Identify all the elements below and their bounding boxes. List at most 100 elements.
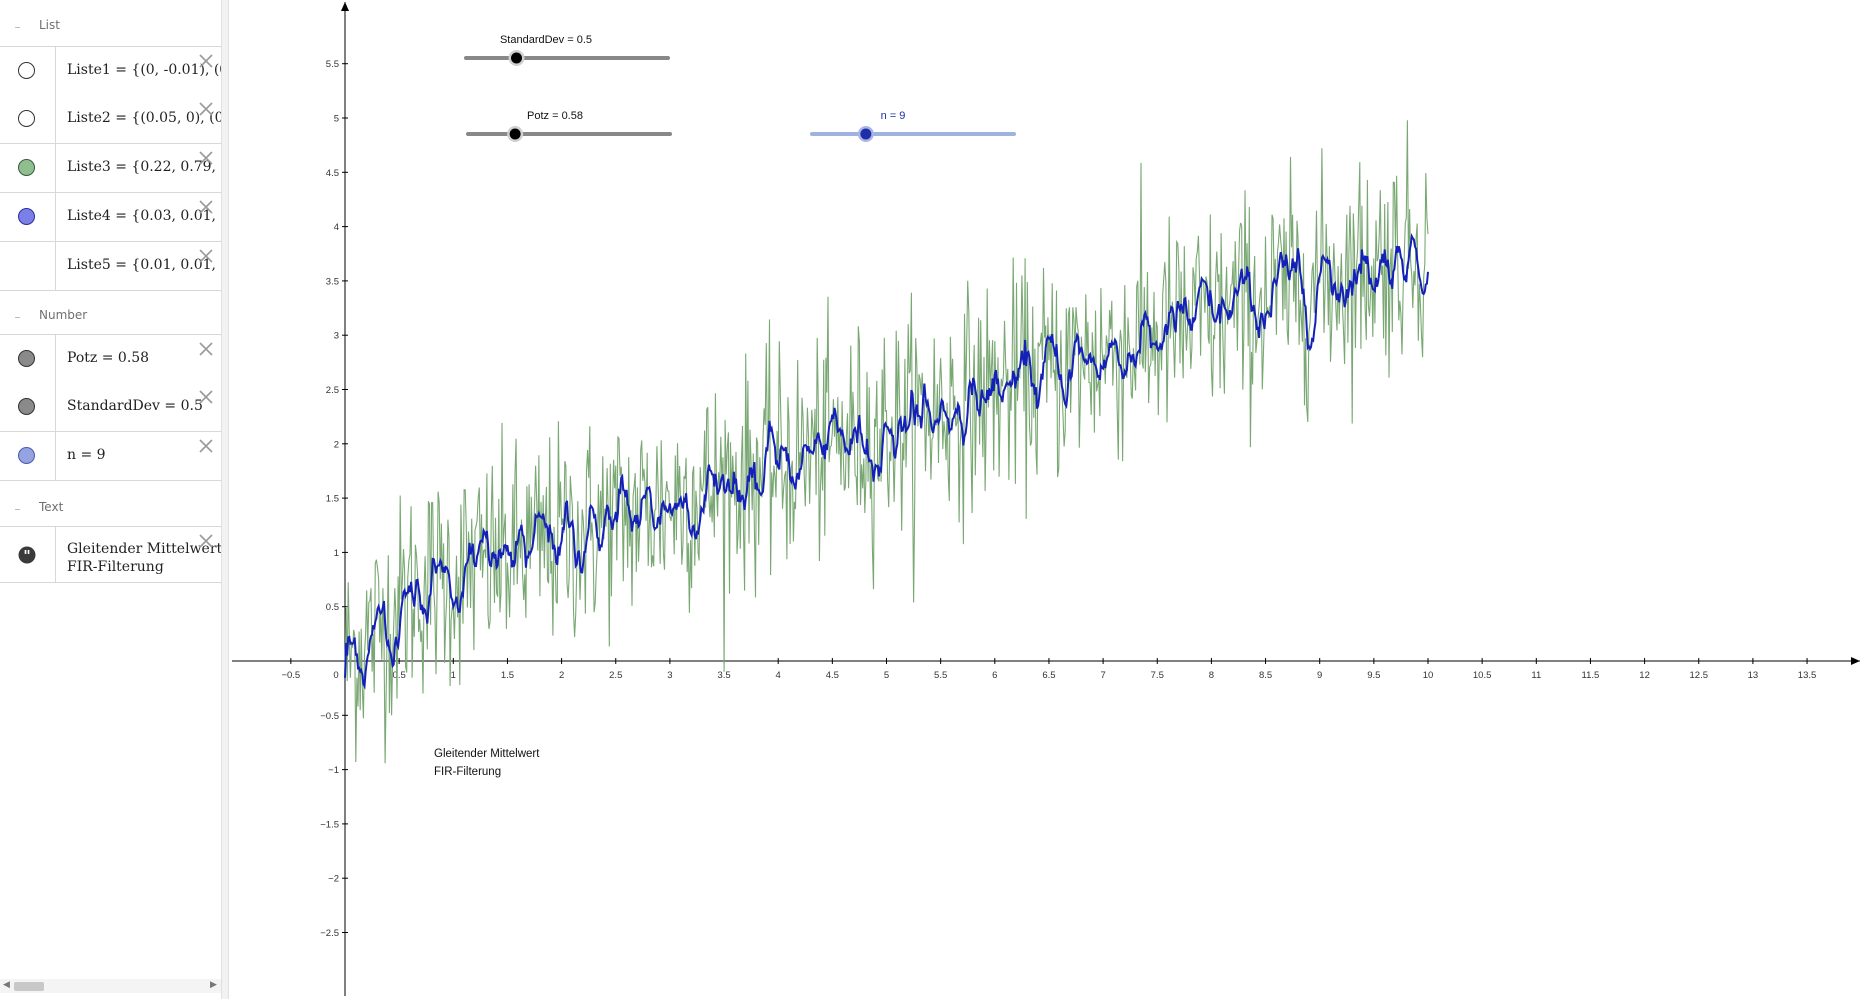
canvas-text-line-1[interactable]: Gleitender Mittelwert [434, 748, 540, 760]
algebra-expression[interactable]: Gleitender Mittelwert FIR-Filterung [67, 540, 222, 576]
close-icon[interactable] [195, 147, 217, 169]
close-icon[interactable] [195, 98, 217, 120]
algebra-expression[interactable]: Liste4 = {0.03, 0.01, 0.07, [67, 208, 221, 224]
algebra-row-liste2[interactable]: Liste2 = {(0.05, 0), (0.06, [0, 95, 221, 144]
algebra-row-potz[interactable]: Potz = 0.58 [0, 334, 221, 384]
visibility-dot[interactable] [18, 62, 35, 79]
close-icon[interactable] [195, 245, 217, 267]
slider-knob[interactable] [860, 128, 872, 140]
slider-knob[interactable] [511, 52, 522, 64]
x-tick-label: −0.5 [281, 670, 300, 681]
y-tick-label: 4 [334, 222, 339, 233]
scrollbar-thumb[interactable] [14, 982, 44, 991]
x-tick-label: 11 [1531, 670, 1541, 681]
collapse-icon[interactable]: – [14, 502, 21, 516]
slider-n[interactable]: n = 9 [810, 110, 1016, 142]
moving-average-series[interactable] [344, 233, 1429, 690]
x-tick-label: 1.5 [501, 670, 514, 681]
scroll-right-icon[interactable]: ▶ [210, 980, 217, 990]
algebra-row-standarddev[interactable]: StandardDev = 0.5 [0, 383, 221, 432]
algebra-row-liste1[interactable]: Liste1 = {(0, -0.01), (0.01 [0, 46, 221, 96]
quote-icon[interactable]: " [18, 546, 36, 564]
visibility-toggle[interactable] [0, 383, 56, 431]
horizontal-scrollbar[interactable]: ◀ ▶ [0, 979, 221, 993]
close-icon[interactable] [195, 386, 217, 408]
x-tick-label: 11.5 [1582, 670, 1600, 681]
x-tick-label: 12.5 [1690, 670, 1709, 681]
text-object-toggle[interactable]: " [0, 527, 56, 582]
x-tick-label: 10 [1423, 670, 1434, 681]
noisy-data-line[interactable] [344, 120, 1429, 764]
algebra-expression[interactable]: Potz = 0.58 [67, 350, 150, 366]
visibility-toggle[interactable] [0, 193, 56, 241]
scroll-left-icon[interactable]: ◀ [3, 980, 10, 990]
algebra-row-text[interactable]: " Gleitender Mittelwert FIR-Filterung [0, 526, 221, 583]
close-icon[interactable] [195, 196, 217, 218]
moving-average-line[interactable] [344, 233, 1429, 690]
visibility-toggle[interactable] [0, 144, 56, 192]
algebra-expression[interactable]: Liste2 = {(0.05, 0), (0.06, [67, 110, 221, 126]
group-header-number[interactable]: – Number [0, 294, 221, 338]
x-tick-label: 4.5 [826, 670, 839, 681]
view-divider[interactable] [221, 0, 229, 999]
noisy-data-series[interactable] [344, 120, 1429, 764]
algebra-expression[interactable]: Liste5 = {0.01, 0.01, 0.01, [67, 257, 221, 273]
visibility-toggle[interactable] [0, 47, 56, 95]
visibility-dot[interactable] [18, 350, 35, 367]
x-tick-label: 3.5 [717, 670, 730, 681]
slider-caption: Potz = 0.58 [527, 110, 583, 122]
slider-standarddev[interactable]: StandardDev = 0.5 [464, 34, 670, 66]
x-tick-label: 5.5 [934, 670, 947, 681]
group-header-text[interactable]: – Text [0, 486, 221, 530]
y-tick-label: −0.5 [320, 711, 339, 722]
x-tick-label: 2 [559, 670, 564, 681]
visibility-toggle[interactable] [0, 335, 56, 383]
x-tick-label: 1 [451, 670, 456, 681]
group-label: List [39, 18, 60, 32]
x-tick-label: 0.5 [393, 670, 406, 681]
close-icon[interactable] [195, 530, 217, 552]
y-axis-arrow-icon [341, 2, 349, 11]
slider-caption: n = 9 [881, 110, 906, 122]
visibility-dot[interactable] [18, 447, 35, 464]
svg-text:": " [23, 549, 30, 565]
slider-potz[interactable]: Potz = 0.58 [466, 110, 672, 142]
visibility-toggle[interactable] [0, 432, 56, 480]
x-tick-label: 9.5 [1367, 670, 1380, 681]
x-tick-label: 5 [884, 670, 889, 681]
visibility-dot[interactable] [18, 208, 35, 225]
sliders[interactable]: StandardDev = 0.5 Potz = 0.58 n = 9 [464, 34, 1016, 142]
x-tick-label: 7 [1100, 670, 1105, 681]
algebra-row-liste3[interactable]: Liste3 = {0.22, 0.79, 0.7, 0 [0, 144, 221, 193]
algebra-row-liste4[interactable]: Liste4 = {0.03, 0.01, 0.07, [0, 193, 221, 242]
visibility-toggle[interactable] [0, 95, 56, 143]
algebra-row-n[interactable]: n = 9 [0, 432, 221, 481]
collapse-icon[interactable]: – [14, 20, 21, 34]
canvas-text-line-2[interactable]: FIR-Filterung [434, 766, 501, 778]
x-tick-label: 13 [1748, 670, 1759, 681]
algebra-expression[interactable]: Liste1 = {(0, -0.01), (0.01 [67, 62, 221, 78]
y-tick-label: 4.5 [326, 168, 339, 179]
y-tick-label: 5.5 [326, 59, 339, 70]
text-line-1: Gleitender Mittelwert [67, 541, 222, 557]
close-icon[interactable] [195, 50, 217, 72]
y-tick-label: −1 [328, 765, 339, 776]
visibility-dot[interactable] [18, 110, 35, 127]
y-tick-label: 0.5 [326, 602, 339, 613]
y-tick-label: 1.5 [326, 494, 339, 505]
graphics-view[interactable]: −0.5 0 0.5 1 1.5 2 2.5 3 3.5 4 4.5 5 5.5 6 6.5 7 7.5 8 8.5… [228, 0, 1862, 999]
collapse-icon[interactable]: – [14, 310, 21, 324]
algebra-row-liste5[interactable]: Liste5 = {0.01, 0.01, 0.01, [0, 242, 221, 291]
slider-knob[interactable] [509, 128, 521, 140]
x-tick-label: 8.5 [1259, 670, 1272, 681]
visibility-dot[interactable] [18, 159, 35, 176]
group-header-list[interactable]: – List [0, 4, 221, 48]
algebra-expression[interactable]: StandardDev = 0.5 [67, 398, 203, 414]
close-icon[interactable] [195, 338, 217, 360]
algebra-expression[interactable]: n = 9 [67, 447, 106, 463]
graphics-canvas[interactable]: −0.5 0 0.5 1 1.5 2 2.5 3 3.5 4 4.5 5 5.5 6 6.5 7 7.5 8 8.5… [228, 0, 1862, 999]
visibility-dot[interactable] [18, 398, 35, 415]
algebra-expression[interactable]: Liste3 = {0.22, 0.79, 0.7, 0 [67, 159, 221, 175]
x-tick-label: 6 [992, 670, 997, 681]
close-icon[interactable] [195, 435, 217, 457]
